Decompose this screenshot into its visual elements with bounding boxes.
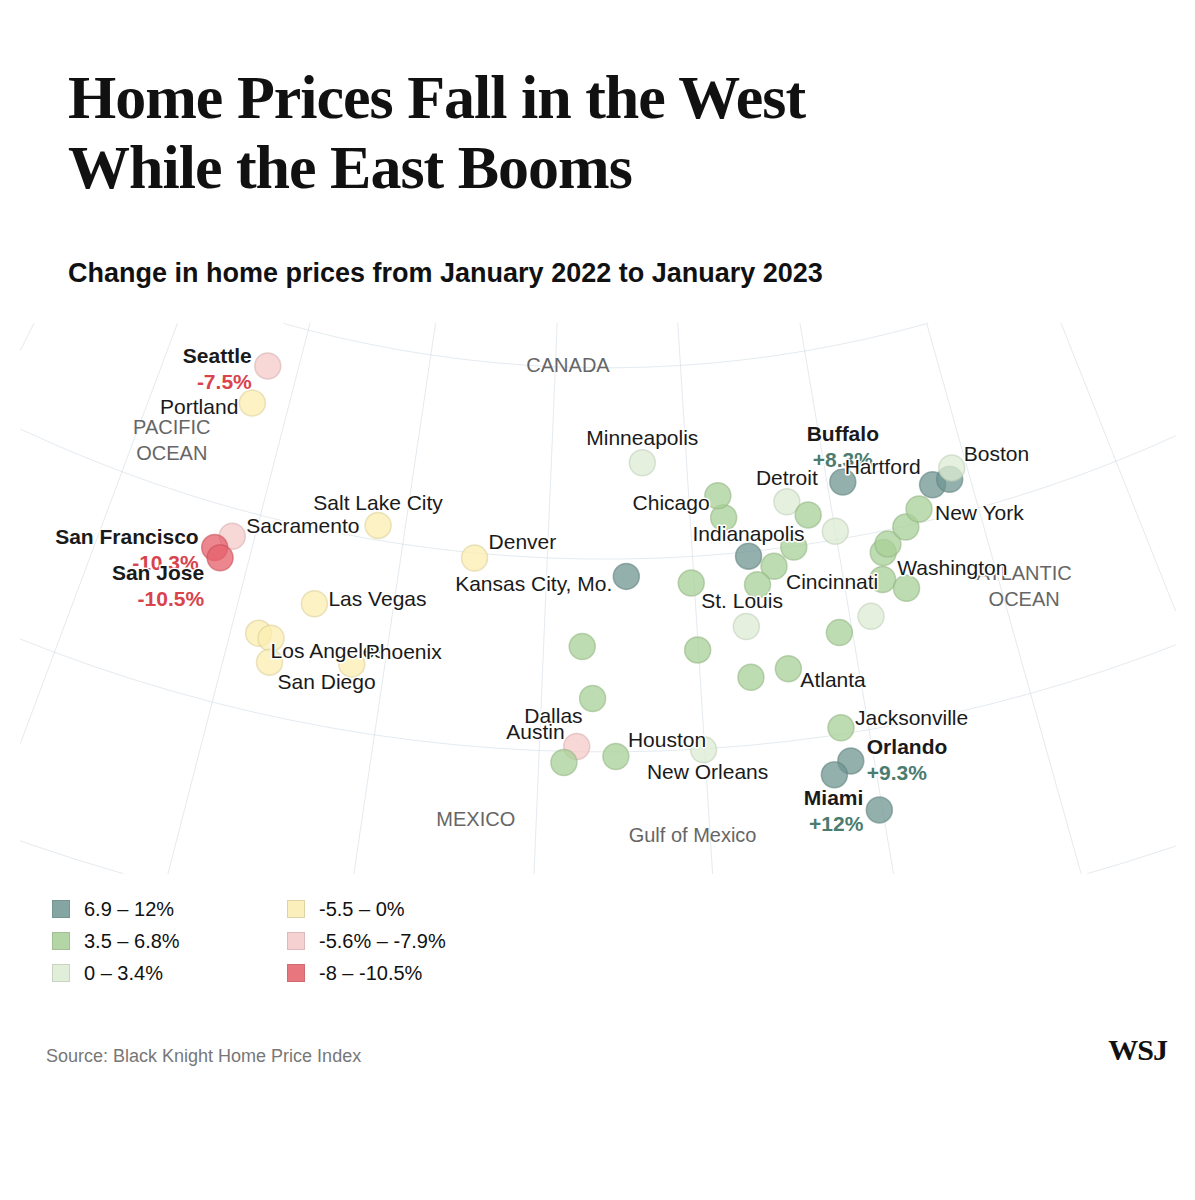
svg-text:-7.5%: -7.5%	[197, 370, 252, 393]
svg-text:Dallas: Dallas	[524, 704, 583, 728]
svg-text:New York: New York	[935, 501, 1024, 524]
svg-text:Kansas City, Mo.: Kansas City, Mo.	[455, 572, 612, 595]
svg-text:Portland: Portland	[160, 395, 238, 418]
svg-text:Orlando: Orlando	[867, 735, 948, 758]
svg-text:Miami: Miami	[804, 786, 864, 809]
svg-text:Indianapolis: Indianapolis	[693, 522, 805, 545]
svg-text:San Francisco: San Francisco	[55, 525, 199, 548]
html-text:ATLANTIC: ATLANTIC	[976, 562, 1072, 585]
svg-text:St. Louis: St. Louis	[701, 589, 783, 612]
svg-text:MEXICO: MEXICO	[436, 808, 515, 830]
svg-text:Hartford: Hartford	[845, 455, 921, 478]
svg-text:Cincinnati: Cincinnati	[786, 570, 878, 593]
svg-text:-10.5%: -10.5%	[138, 587, 205, 610]
svg-text:Los Angeles: Los Angeles	[270, 639, 386, 662]
svg-text:Jacksonville: Jacksonville	[855, 706, 968, 729]
svg-text:Denver: Denver	[489, 530, 557, 553]
html-text:3.5 – 6.8%: 3.5 – 6.8%	[84, 929, 180, 952]
svg-text:CANADA: CANADA	[526, 354, 610, 376]
html-text:OCEAN: OCEAN	[988, 588, 1060, 611]
svg-text:Atlanta: Atlanta	[800, 668, 866, 691]
svg-text:Sacramento: Sacramento	[246, 514, 359, 537]
svg-text:Austin: Austin	[506, 720, 564, 743]
html-text:-5.6% – -7.9%: -5.6% – -7.9%	[319, 929, 446, 952]
svg-text:Detroit: Detroit	[756, 466, 818, 489]
svg-text:Buffalo: Buffalo	[807, 422, 879, 445]
svg-text:Boston: Boston	[964, 442, 1029, 465]
html-text:6.9 – 12%: 6.9 – 12%	[84, 897, 175, 920]
html-text:Source: Black Knight Home Pric: Source: Black Knight Home Price Index	[46, 1046, 362, 1066]
html-text:Change in home prices from Jan: Change in home prices from January 2022 …	[68, 258, 823, 288]
svg-text:Chicago: Chicago	[633, 491, 710, 514]
svg-text:Houston: Houston	[628, 728, 706, 751]
svg-text:+9.3%: +9.3%	[867, 761, 927, 784]
svg-text:San Diego: San Diego	[278, 670, 376, 693]
html-text:-5.5 – 0%: -5.5 – 0%	[319, 897, 405, 920]
svg-text:Salt Lake City: Salt Lake City	[313, 491, 443, 514]
html-text:0 – 3.4%: 0 – 3.4%	[84, 961, 163, 984]
svg-text:+8.3%: +8.3%	[812, 447, 873, 471]
svg-text:San Jose: San Jose	[112, 561, 204, 584]
svg-text:+12%: +12%	[809, 812, 864, 835]
svg-text:Minneapolis: Minneapolis	[586, 426, 698, 449]
svg-text:PACIFICOCEAN: PACIFICOCEAN	[133, 416, 210, 464]
svg-text:Phoenix: Phoenix	[366, 640, 442, 663]
svg-text:Seattle: Seattle	[183, 344, 252, 367]
html-text:Home Prices Fall in the West W: Home Prices Fall in the West While the E…	[68, 63, 806, 201]
html-text:WSJ: WSJ	[1108, 1033, 1167, 1066]
svg-text:Gulf of Mexico: Gulf of Mexico	[629, 824, 757, 846]
svg-text:Las Vegas: Las Vegas	[328, 587, 426, 610]
svg-text:New Orleans: New Orleans	[647, 760, 768, 783]
svg-text:Washington: Washington	[897, 556, 1007, 579]
html-text:-8 – -10.5%: -8 – -10.5%	[319, 961, 423, 984]
